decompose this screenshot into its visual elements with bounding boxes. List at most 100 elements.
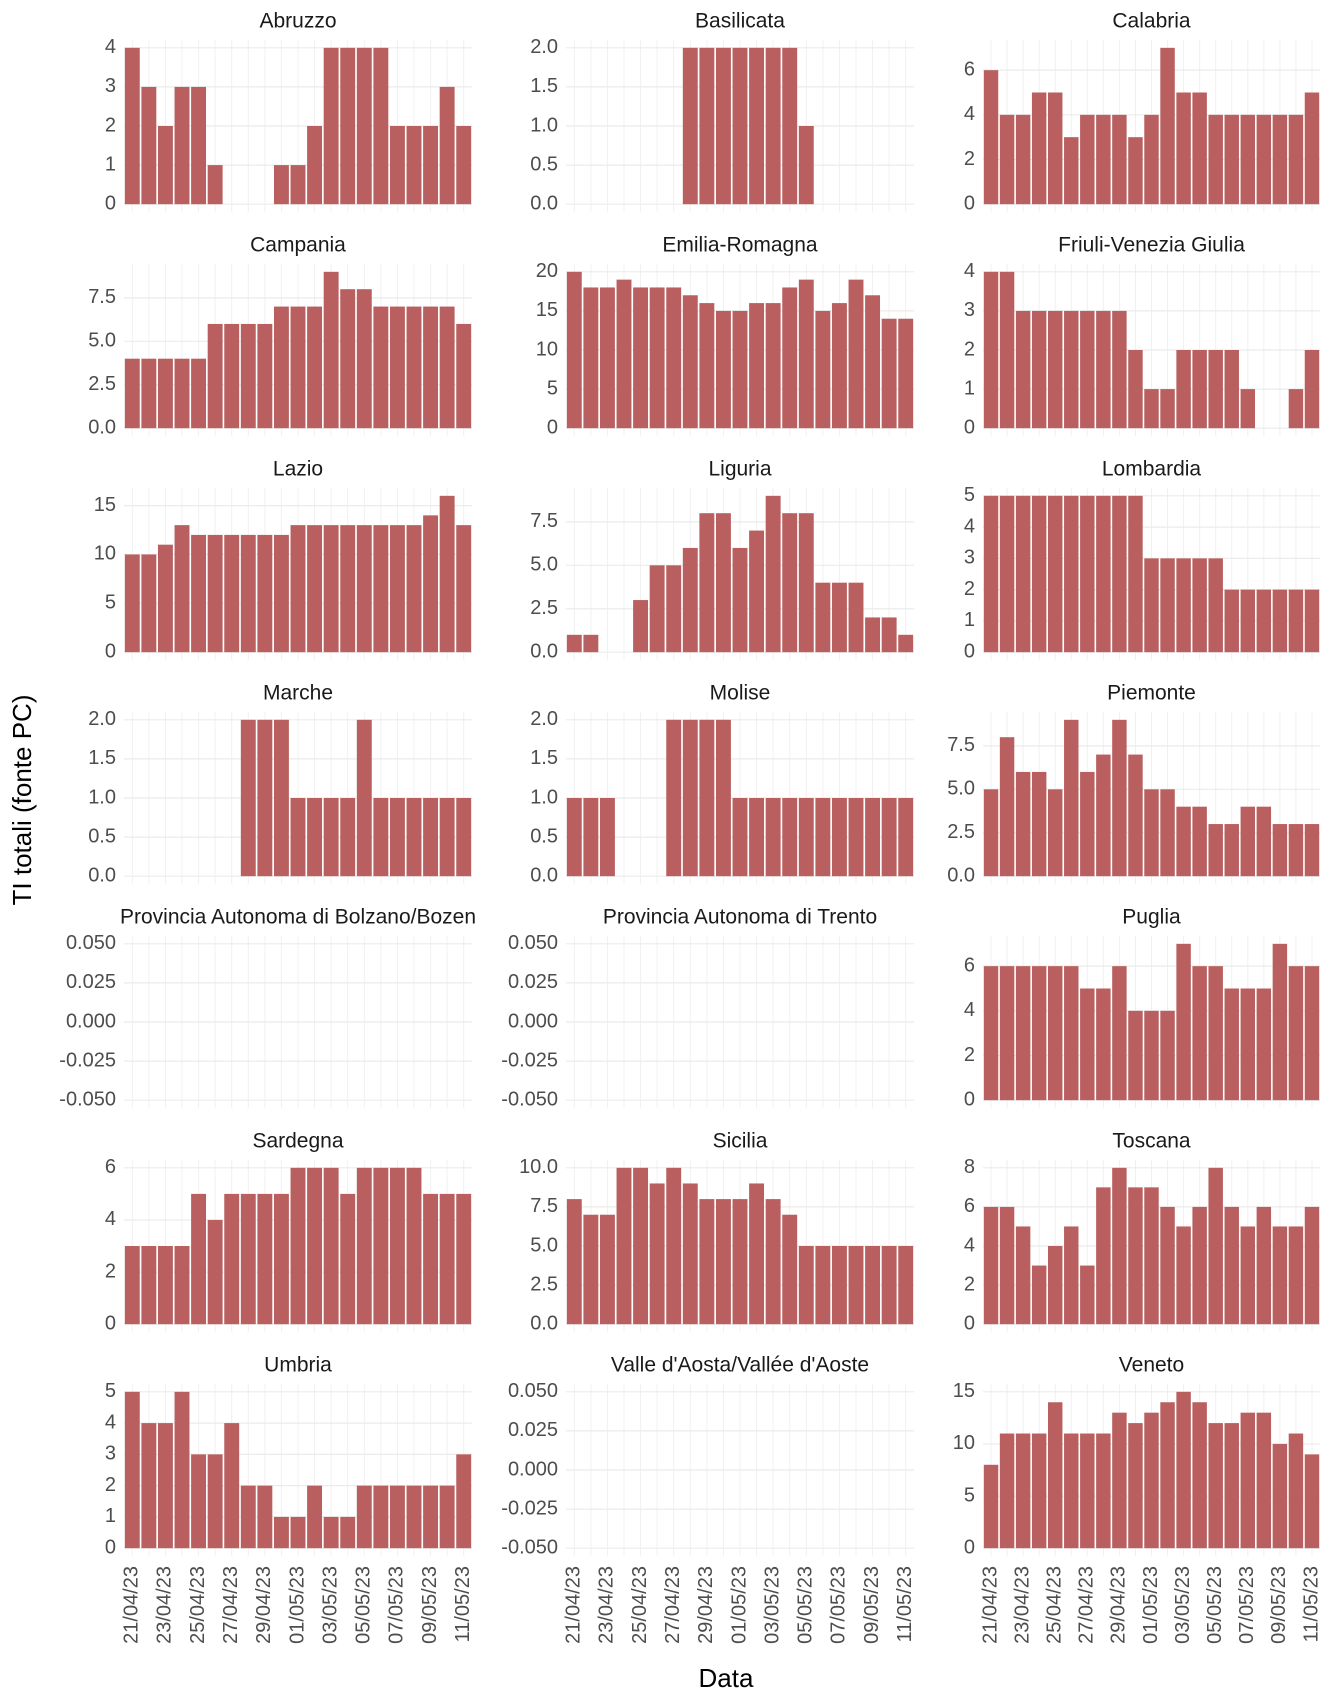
y-tick-label: 3 xyxy=(964,547,975,569)
bar xyxy=(1208,350,1223,429)
x-axis-title: Data xyxy=(699,1663,754,1693)
bar xyxy=(765,1199,781,1325)
bar xyxy=(1288,966,1304,1101)
bar xyxy=(798,126,814,205)
bar xyxy=(1047,310,1063,429)
bar xyxy=(831,1246,847,1325)
y-tick-label: 0 xyxy=(964,640,975,662)
bar xyxy=(999,495,1015,653)
bar xyxy=(1112,1167,1127,1325)
x-tick-label: 01/05/23 xyxy=(1140,1566,1162,1644)
bar xyxy=(666,565,682,653)
bar xyxy=(174,358,190,429)
bar xyxy=(273,1516,289,1549)
y-tick-label: 7.5 xyxy=(530,1195,558,1217)
bar xyxy=(290,798,306,877)
bar xyxy=(765,47,781,205)
bar xyxy=(439,1485,455,1549)
bar xyxy=(423,1485,439,1549)
panel: 0 5 10 15 xyxy=(94,488,472,662)
bar xyxy=(749,1183,765,1325)
bar xyxy=(1288,114,1304,205)
x-tick-label: 23/04/23 xyxy=(154,1566,176,1644)
bar xyxy=(1031,495,1047,653)
bar xyxy=(983,271,999,429)
bar xyxy=(1080,310,1095,429)
facet-title: Puglia xyxy=(1122,906,1181,929)
bar xyxy=(798,1246,814,1325)
y-tick-label: 1.0 xyxy=(88,786,116,808)
facet-title: Emilia-Romagna xyxy=(662,234,818,257)
bar xyxy=(157,1246,173,1325)
y-tick-label: 1.5 xyxy=(88,747,116,769)
bar xyxy=(406,525,422,653)
bar xyxy=(1064,719,1079,877)
facet-title: Valle d'Aosta/Vallée d'Aoste xyxy=(611,1354,869,1377)
bar xyxy=(290,1167,306,1325)
y-tick-label: 0.5 xyxy=(530,825,558,847)
y-tick-label: 0.0 xyxy=(947,864,975,886)
y-tick-label: -0.025 xyxy=(501,1049,558,1071)
y-tick-label: 0.0 xyxy=(530,864,558,886)
y-tick-label: 2 xyxy=(964,148,975,170)
bar xyxy=(406,306,422,429)
bar xyxy=(1128,1423,1143,1549)
bar xyxy=(406,1167,422,1325)
y-tick-label: 0 xyxy=(105,1536,116,1558)
x-tick-label: 09/05/23 xyxy=(419,1566,441,1644)
y-tick-label: 0 xyxy=(964,1088,975,1110)
bar xyxy=(599,798,615,877)
y-tick-label: 2.0 xyxy=(530,708,558,730)
bar xyxy=(456,525,472,653)
bar xyxy=(141,358,157,429)
x-tick-label: 29/04/23 xyxy=(695,1566,717,1644)
bar xyxy=(649,565,665,653)
bar xyxy=(682,1183,698,1325)
bar xyxy=(323,525,339,653)
bar xyxy=(439,306,455,429)
y-tick-label: 0 xyxy=(964,416,975,438)
bar xyxy=(1176,92,1191,205)
x-tick-label: 11/05/23 xyxy=(452,1566,474,1642)
bar xyxy=(323,1516,339,1549)
bar xyxy=(406,1485,422,1549)
y-tick-label: 5 xyxy=(105,1380,116,1402)
bar xyxy=(865,1246,881,1325)
bar xyxy=(1272,824,1288,877)
y-tick-label: 5 xyxy=(964,484,975,506)
bar xyxy=(1144,558,1159,653)
bar xyxy=(1256,988,1272,1101)
bar xyxy=(1112,719,1127,877)
bar xyxy=(157,544,173,653)
panel: 0 5 10 15 20 xyxy=(536,260,914,438)
bar xyxy=(1208,1423,1223,1549)
bar xyxy=(1096,1433,1111,1549)
bar xyxy=(699,1199,715,1325)
bar xyxy=(439,798,455,877)
bar xyxy=(356,289,372,429)
bar xyxy=(307,1485,323,1549)
bar xyxy=(983,789,999,877)
bar xyxy=(1240,1226,1256,1325)
bar xyxy=(898,634,914,653)
bar xyxy=(439,1193,455,1325)
x-tick-label: 07/05/23 xyxy=(1236,1566,1258,1644)
bar xyxy=(373,525,389,653)
x-tick-label: 23/04/23 xyxy=(596,1566,618,1644)
x-tick-label: 07/05/23 xyxy=(828,1566,850,1644)
y-tick-label: 2.0 xyxy=(88,708,116,730)
bar xyxy=(307,798,323,877)
bar xyxy=(1272,114,1288,205)
facet-title: Sardegna xyxy=(252,1130,343,1153)
bar xyxy=(699,303,715,429)
bar xyxy=(1096,988,1111,1101)
bar xyxy=(616,1167,632,1325)
bar xyxy=(340,47,356,205)
facet-title: Sicilia xyxy=(713,1130,768,1153)
y-tick-label: 4 xyxy=(964,260,975,282)
bar xyxy=(307,525,323,653)
bar xyxy=(715,719,731,877)
bar xyxy=(340,798,356,877)
panel: 0 2 4 6 xyxy=(964,936,1320,1110)
facet-title: Veneto xyxy=(1119,1354,1184,1377)
